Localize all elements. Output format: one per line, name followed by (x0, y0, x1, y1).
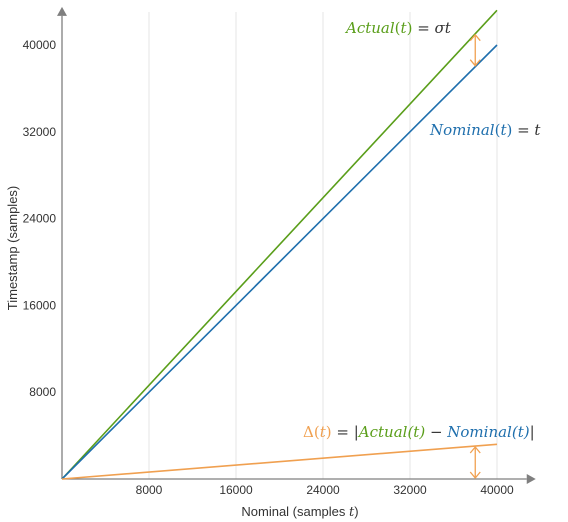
axes (57, 6, 536, 484)
gap-arrows (469, 33, 481, 480)
y-tick-label: 16000 (23, 298, 57, 312)
y-axis-arrow (57, 6, 67, 16)
y-tick-label: 24000 (23, 212, 57, 226)
y-tick-labels: 8000 16000 24000 32000 40000 (23, 38, 57, 399)
series (61, 9, 498, 480)
gap-arrow-bottom (469, 446, 481, 480)
x-tick-label: 16000 (219, 483, 253, 497)
x-axis-title: Nominal (samples t) (241, 504, 358, 520)
y-tick-label: 40000 (23, 38, 57, 52)
x-tick-label: 8000 (136, 483, 163, 497)
x-tick-labels: 8000 16000 24000 32000 40000 (136, 483, 514, 497)
x-tick-label: 40000 (480, 483, 514, 497)
x-tick-label: 24000 (306, 483, 340, 497)
actual-line (61, 9, 498, 480)
gap-arrow-top (469, 33, 481, 67)
y-axis-title: Timestamp (samples) (5, 186, 20, 310)
x-tick-label: 32000 (393, 483, 427, 497)
x-axis-arrow (526, 474, 536, 484)
delta-formula-label: Δ(t) = |Actual(t) − Nominal(t)| (303, 423, 535, 441)
y-tick-label: 8000 (29, 385, 56, 399)
y-tick-label: 32000 (23, 125, 57, 139)
delta-line (61, 443, 498, 480)
nominal-line (61, 44, 498, 480)
nominal-formula-label: Nominal(t) = t (429, 121, 541, 139)
grid (148, 12, 498, 479)
actual-formula-label: Actual(t) = σt (344, 19, 452, 37)
